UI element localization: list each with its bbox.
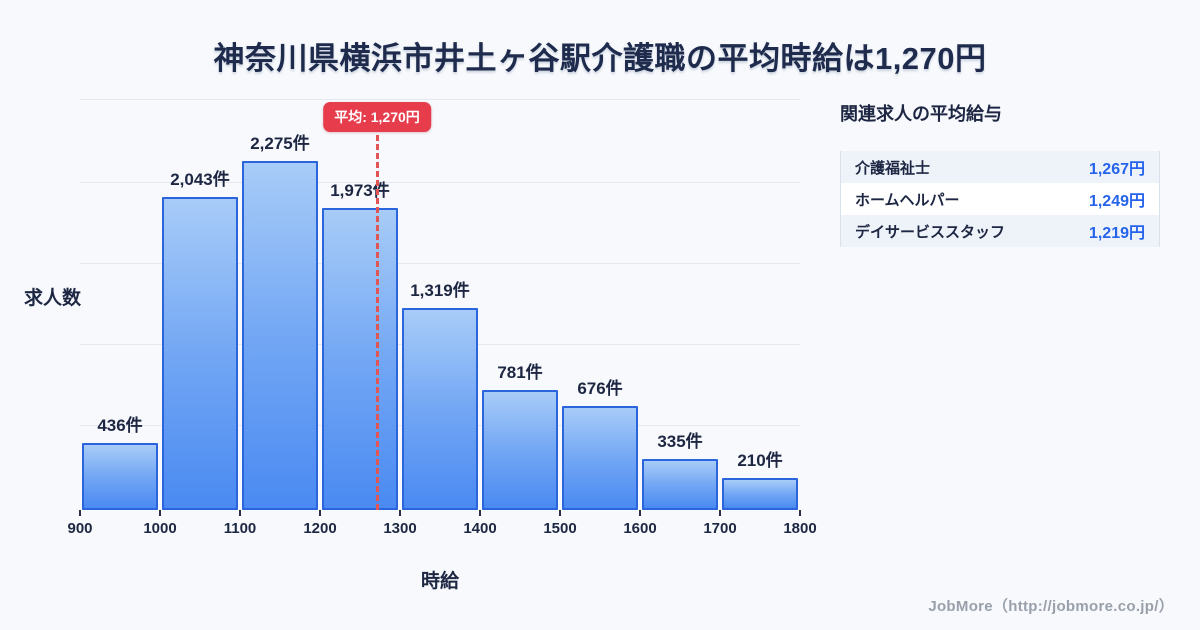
x-tick-label: 1700 xyxy=(703,520,737,537)
x-tick-mark xyxy=(319,510,321,516)
bar-value-label: 1,973件 xyxy=(330,181,390,200)
bar xyxy=(482,390,558,510)
bar-value-label: 2,275件 xyxy=(250,134,310,153)
related-job-row: ホームヘルパー 1,249円 xyxy=(841,183,1159,215)
x-tick-mark xyxy=(479,510,481,516)
average-line xyxy=(376,135,379,510)
related-jobs-title: 関連求人の平均給与 xyxy=(840,104,1002,124)
x-tick-label: 1800 xyxy=(783,520,817,537)
bar xyxy=(402,308,478,510)
bar-value-label: 335件 xyxy=(657,432,703,451)
x-tick-label: 1000 xyxy=(143,520,177,537)
x-tick-mark xyxy=(639,510,641,516)
x-tick-label: 1100 xyxy=(223,520,257,537)
bar xyxy=(162,197,238,510)
x-tick-mark xyxy=(559,510,561,516)
x-tick-label: 1600 xyxy=(623,520,657,537)
related-job-name: デイサービススタッフ xyxy=(855,223,1006,241)
histogram-chart: 436件 2,043件 2,275件 1,973件 1,319件 781件 676件 335件… xyxy=(67,90,817,537)
x-tick-mark xyxy=(159,510,161,516)
related-job-name: ホームヘルパー xyxy=(855,191,960,209)
x-tick-label: 1300 xyxy=(383,520,417,537)
bar xyxy=(82,443,158,510)
related-job-wage: 1,249円 xyxy=(1088,193,1145,210)
related-jobs-table: 介護福祉士 1,267円ホームヘルパー 1,249円デイサービススタッフ 1,219円 xyxy=(840,151,1160,247)
bar-value-label: 781件 xyxy=(497,363,543,382)
related-job-row: デイサービススタッフ 1,219円 xyxy=(841,215,1159,247)
related-job-wage: 1,219円 xyxy=(1088,225,1145,242)
gridline xyxy=(80,263,800,264)
bar-value-label: 1,319件 xyxy=(410,281,470,300)
bar xyxy=(322,208,398,510)
average-badge: 平均: 1,270円 xyxy=(323,102,431,132)
footer-credit: JobMore（http://jobmore.co.jp/） xyxy=(928,598,1174,615)
x-tick-mark xyxy=(719,510,721,516)
bar-value-label: 676件 xyxy=(577,379,623,398)
gridline xyxy=(80,182,800,183)
y-axis-label: 求人数 xyxy=(24,288,82,309)
x-tick-mark xyxy=(239,510,241,516)
bar-value-label: 436件 xyxy=(97,416,143,435)
x-tick-mark xyxy=(399,510,401,516)
x-tick-mark xyxy=(799,510,801,516)
bar-value-label: 210件 xyxy=(737,451,783,470)
related-job-name: 介護福祉士 xyxy=(855,159,931,177)
page-title: 神奈川県横浜市井土ヶ谷駅介護職の平均時給は1,270円 xyxy=(213,41,987,76)
gridline xyxy=(80,99,800,100)
bar xyxy=(642,459,718,510)
bar xyxy=(722,478,798,510)
bar xyxy=(562,406,638,510)
x-tick-label: 1400 xyxy=(463,520,497,537)
x-axis-label: 時給 xyxy=(420,571,459,592)
x-tick-label: 1200 xyxy=(303,520,337,537)
x-tick-label: 1500 xyxy=(543,520,577,537)
related-jobs-panel: 関連求人の平均給与 介護福祉士 1,267円ホームヘルパー 1,249円デイサービス… xyxy=(840,100,1160,247)
x-tick-label: 900 xyxy=(67,520,93,537)
bar xyxy=(242,161,318,510)
related-job-row: 介護福祉士 1,267円 xyxy=(841,151,1159,183)
related-job-wage: 1,267円 xyxy=(1088,161,1145,178)
bar-value-label: 2,043件 xyxy=(170,170,230,189)
x-tick-mark xyxy=(79,510,81,516)
